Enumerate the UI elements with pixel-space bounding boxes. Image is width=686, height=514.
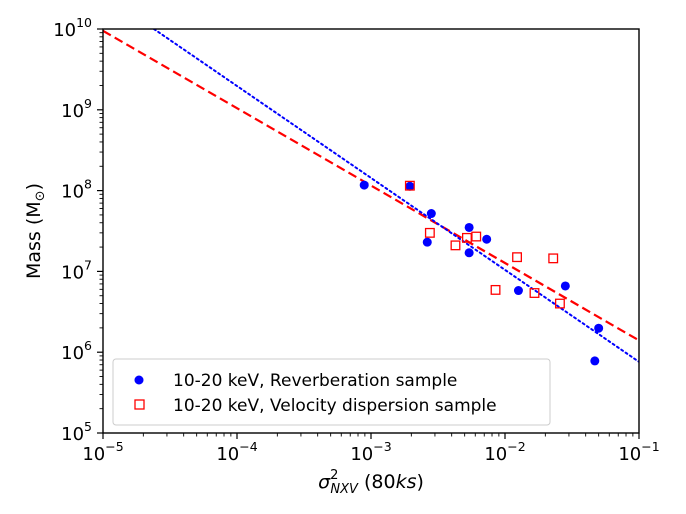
y-tick-label: 1010 bbox=[53, 15, 92, 41]
reverberation-point bbox=[426, 209, 436, 219]
legend-box bbox=[112, 358, 551, 426]
x-tick-label: 10−2 bbox=[484, 439, 525, 465]
y-tick-labels: 105 106 107 108 109 1010 bbox=[53, 15, 92, 445]
legend: 10-20 keV, Reverberation sample 10-20 ke… bbox=[112, 358, 551, 426]
legend-marker-velocity-dispersion bbox=[134, 399, 145, 410]
velocity-dispersion-point bbox=[548, 253, 559, 264]
y-tick-label: 107 bbox=[61, 257, 92, 283]
x-axis-label: σ2 NXV (80ks) bbox=[318, 468, 424, 497]
x-tick-label: 10−1 bbox=[618, 439, 659, 465]
fit-lines bbox=[103, 29, 639, 363]
x-tick-labels: 10−5 10−4 10−3 10−2 10−1 bbox=[82, 439, 659, 465]
y-tick-label: 106 bbox=[61, 338, 92, 364]
velocity-dispersion-point bbox=[424, 227, 435, 238]
y-tick-label: 105 bbox=[61, 419, 92, 445]
reverberation-point bbox=[560, 281, 570, 291]
data-points bbox=[359, 180, 604, 366]
velocity-dispersion-point bbox=[471, 231, 482, 242]
velocity-dispersion-point bbox=[529, 288, 540, 298]
fit-line-dashed bbox=[103, 29, 639, 342]
reverberation-point bbox=[594, 323, 604, 333]
axis-ticks bbox=[97, 28, 640, 439]
legend-marker-reverberation bbox=[134, 375, 144, 385]
x-tick-label: 10−5 bbox=[82, 439, 123, 465]
x-tick-label: 10−4 bbox=[216, 439, 257, 465]
y-tick-label: 108 bbox=[61, 177, 92, 203]
reverberation-point bbox=[464, 248, 474, 258]
velocity-dispersion-point bbox=[512, 252, 522, 263]
legend-label-reverberation: 10-20 keV, Reverberation sample bbox=[173, 371, 457, 391]
velocity-dispersion-point bbox=[490, 284, 501, 295]
velocity-dispersion-point bbox=[450, 240, 461, 251]
reverberation-point bbox=[359, 180, 369, 190]
reverberation-point bbox=[482, 234, 492, 244]
legend-label-velocity-dispersion: 10-20 keV, Velocity dispersion sample bbox=[173, 396, 497, 416]
x-tick-label: 10−3 bbox=[350, 439, 391, 465]
y-tick-label: 109 bbox=[61, 96, 92, 122]
reverberation-point bbox=[464, 222, 474, 232]
velocity-dispersion-point bbox=[404, 180, 415, 191]
reverberation-point bbox=[590, 356, 600, 366]
reverberation-point bbox=[405, 181, 415, 191]
y-axis-label: Mass (M⊙) bbox=[23, 183, 48, 279]
velocity-dispersion-point bbox=[461, 232, 472, 243]
velocity-dispersion-point bbox=[554, 298, 565, 309]
reverberation-point bbox=[513, 286, 523, 296]
reverberation-point bbox=[422, 237, 432, 247]
fit-line-dotted bbox=[152, 29, 639, 363]
